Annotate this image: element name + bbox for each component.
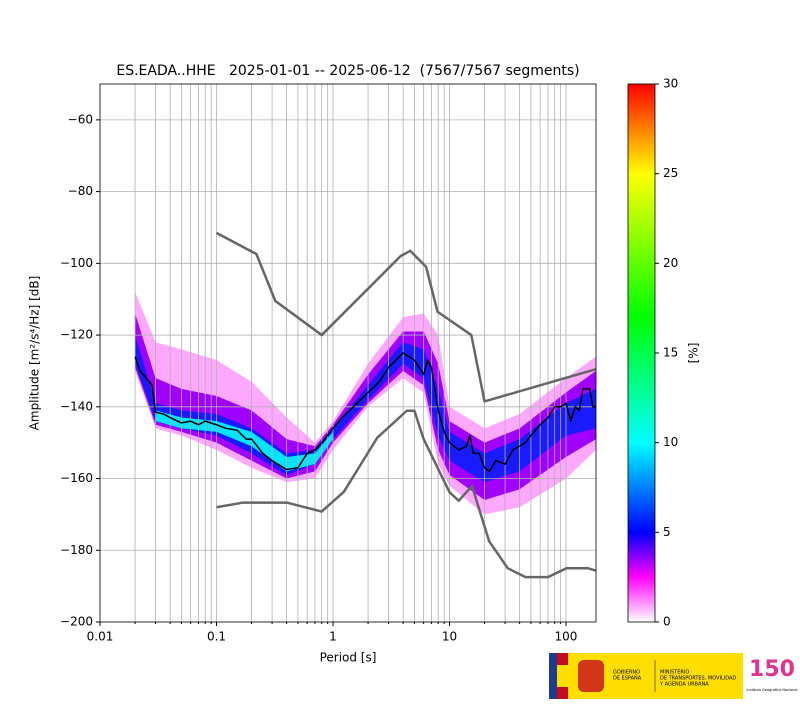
y-tick-label: −160: [60, 471, 93, 485]
logo-text: GOBIERNO: [613, 670, 640, 676]
logo-flag: [557, 687, 568, 699]
logo-text: DE TRANSPORTES, MOVILIDAD: [660, 676, 736, 682]
y-tick-label: −200: [60, 615, 93, 629]
y-axis-label: Amplitude [m²/s⁴/Hz] [dB]: [28, 276, 42, 431]
y-tick-label: −80: [68, 184, 93, 198]
y-tick-label: −120: [60, 328, 93, 342]
density-band: [155, 410, 333, 472]
logo-text: Y AGENDA URBANA: [659, 682, 709, 688]
x-tick-label: 1: [329, 630, 337, 644]
plot-frame: [99, 83, 597, 623]
logo-crest: [578, 660, 604, 692]
colorbar-tick-label: 25: [663, 166, 678, 180]
colorbar-tick-label: 5: [663, 525, 671, 539]
y-tick-label: −180: [60, 543, 93, 557]
colorbar-tick-label: 30: [663, 77, 678, 91]
x-tick-label: 0.01: [87, 630, 114, 644]
colorbar-label: [%]: [687, 343, 701, 364]
series-line: [216, 409, 596, 579]
y-tick-label: −140: [60, 399, 93, 413]
chart-title: ES.EADA..HHE 2025-01-01 -- 2025-06-12 (7…: [116, 63, 579, 79]
colorbar-tick-label: 0: [663, 615, 671, 629]
y-tick-label: −60: [68, 112, 93, 126]
colorbar-tick-label: 15: [663, 346, 678, 360]
series-line: [134, 352, 596, 473]
x-tick-label: 0.1: [207, 630, 226, 644]
plot-area: [100, 84, 596, 622]
ign-text: Instituto Geográfico Nacional: [747, 688, 798, 692]
colorbar-tick-label: 10: [663, 435, 678, 449]
logo-eu: [549, 653, 557, 699]
x-tick-label: 100: [555, 630, 578, 644]
x-axis-label: Period [s]: [320, 651, 377, 665]
x-tick-label: 10: [442, 630, 457, 644]
colorbar: [627, 83, 656, 623]
logo-flag: [557, 653, 568, 665]
logo-text: MINISTERIO: [660, 670, 689, 676]
logo: GOBIERNO DE ESPAÑA MINISTERIO DE TRANSPO…: [549, 653, 798, 699]
y-tick-label: −100: [60, 256, 93, 270]
series-line: [215, 231, 596, 403]
ign-logo: 150: [749, 657, 795, 682]
logo-text: DE ESPAÑA: [613, 675, 642, 682]
colorbar-tick-label: 20: [663, 256, 678, 270]
